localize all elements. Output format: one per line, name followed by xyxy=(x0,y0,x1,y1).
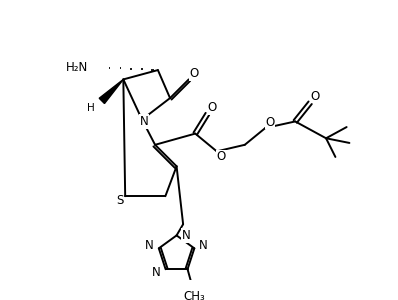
Text: H: H xyxy=(87,103,94,113)
Text: N: N xyxy=(140,115,148,128)
Text: N: N xyxy=(145,239,154,252)
Text: S: S xyxy=(116,194,123,207)
Text: N: N xyxy=(199,239,208,252)
Text: N: N xyxy=(152,266,161,278)
Text: O: O xyxy=(217,151,226,164)
Text: CH₃: CH₃ xyxy=(183,290,205,300)
Text: H₂N: H₂N xyxy=(66,61,88,74)
Polygon shape xyxy=(99,80,123,103)
Text: O: O xyxy=(310,90,320,103)
Text: O: O xyxy=(265,116,275,129)
Text: N: N xyxy=(181,229,190,242)
Text: O: O xyxy=(207,101,217,114)
Text: O: O xyxy=(190,67,199,80)
